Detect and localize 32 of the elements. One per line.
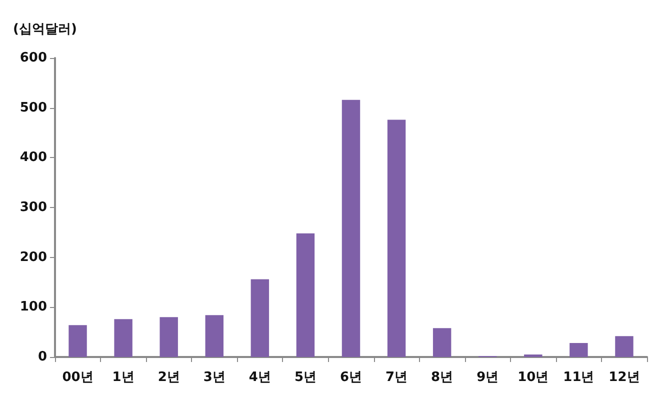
y-tick-label: 0 [38, 350, 47, 364]
bar [432, 328, 452, 357]
bar [205, 315, 224, 357]
bar [570, 343, 588, 357]
x-tick-label: 8년 [431, 370, 454, 385]
x-tick-label: 4년 [248, 370, 271, 385]
bar [296, 233, 315, 357]
x-tick-label: 1년 [112, 370, 134, 385]
x-tick-label: 3년 [203, 370, 226, 385]
x-tick-label: 00년 [62, 370, 94, 385]
bar [114, 319, 132, 357]
y-tick-label: 200 [20, 250, 47, 265]
x-tick-label: 11년 [563, 370, 594, 385]
y-tick-label: 300 [20, 200, 47, 215]
x-tick-label: 7년 [386, 370, 408, 385]
y-tick-label: 100 [20, 300, 47, 315]
x-tick-label: 2년 [158, 370, 180, 385]
x-tick-label: 5년 [294, 370, 316, 385]
bar [250, 279, 270, 357]
y-tick-label: 500 [20, 100, 47, 116]
bar [160, 317, 178, 357]
y-tick-label: 400 [20, 150, 47, 166]
x-tick-label: 9년 [476, 370, 499, 385]
bar [615, 336, 634, 357]
bar [387, 120, 406, 357]
x-tick-label: 12년 [608, 370, 640, 385]
bar [342, 100, 360, 357]
x-tick-label: 6년 [340, 370, 362, 385]
y-tick-label: 600 [20, 50, 47, 66]
y-axis-title: (십억달러) [13, 22, 77, 37]
bar [68, 325, 87, 357]
x-tick-label: 10년 [518, 370, 549, 385]
